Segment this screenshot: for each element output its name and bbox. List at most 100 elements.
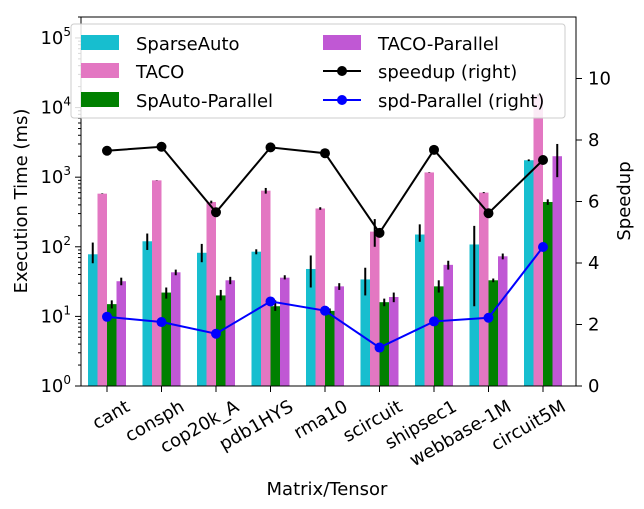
legend-swatch-taco <box>81 63 119 78</box>
bar-taco-shipsec1 <box>424 172 434 386</box>
legend-swatch-sparseauto <box>81 35 119 50</box>
bar-taco-consph <box>152 180 162 386</box>
y-tick-label: 102 <box>40 234 71 258</box>
point-spd-parallel-cop20k_A <box>211 328 221 339</box>
bar-taco-parallel-webbase-1M <box>498 256 508 386</box>
y-tick-exponent: 5 <box>63 25 71 39</box>
x-tick-label: rma10 <box>290 396 351 443</box>
bar-taco-webbase-1M <box>479 192 489 386</box>
y-tick-label: 105 <box>40 25 71 49</box>
legend-label: speedup (right) <box>378 62 517 83</box>
y2-tick-label: 4 <box>588 253 599 274</box>
bar-sparseauto-scircuit <box>360 279 370 386</box>
bar-spauto-parallel-consph <box>161 292 171 386</box>
bar-sparseauto-circuit5M <box>524 160 534 386</box>
bar-sparseauto-webbase-1M <box>469 244 479 386</box>
y2-axis-label: Speedup <box>614 161 635 240</box>
point-spd-parallel-circuit5M <box>538 242 548 253</box>
bar-spauto-parallel-pdb1HYS <box>270 306 280 386</box>
bar-spauto-parallel-circuit5M <box>543 201 553 386</box>
bar-sparseauto-shipsec1 <box>415 234 425 386</box>
point-speedup-circuit5M <box>538 154 548 165</box>
bar-taco-parallel-circuit5M <box>552 156 562 386</box>
y2-tick-label: 10 <box>588 69 611 90</box>
bar-sparseauto-pdb1HYS <box>251 251 261 386</box>
point-speedup-consph <box>156 141 167 152</box>
point-speedup-rma10 <box>320 148 330 159</box>
legend-swatch-taco-parallel <box>323 35 361 50</box>
x-axis-ticks: cantconsphcop20k_Apdb1HYSrma10scircuitsh… <box>89 386 570 471</box>
y-tick-exponent: 2 <box>63 234 71 248</box>
point-spd-parallel-rma10 <box>320 305 330 316</box>
speedup-lines-group <box>102 141 548 353</box>
y-tick-base: 10 <box>40 237 63 258</box>
y-tick-base: 10 <box>40 28 63 49</box>
point-spd-parallel-pdb1HYS <box>265 296 276 307</box>
y-tick-base: 10 <box>40 306 63 327</box>
point-spd-parallel-consph <box>156 317 167 328</box>
legend-label: spd-Parallel (right) <box>378 91 544 112</box>
x-axis-label: Matrix/Tensor <box>267 479 389 500</box>
y-tick-base: 10 <box>40 98 63 119</box>
bar-spauto-parallel-cant <box>107 304 117 386</box>
y-tick-exponent: 4 <box>63 95 71 109</box>
bar-taco-parallel-cant <box>116 281 126 386</box>
y-tick-exponent: 1 <box>63 303 71 317</box>
point-speedup-shipsec1 <box>429 144 439 155</box>
bar-spauto-parallel-shipsec1 <box>434 286 444 386</box>
bars-group <box>88 95 562 386</box>
bar-spauto-parallel-rma10 <box>325 310 335 386</box>
bar-taco-parallel-cop20k_A <box>225 280 235 386</box>
y-axis-label: Execution Time (ms) <box>11 109 32 294</box>
bar-taco-cop20k_A <box>206 201 216 386</box>
y-tick-base: 10 <box>40 376 63 397</box>
legend: SparseAuto TACO SpAuto-Parallel TACO-Parall… <box>70 23 566 119</box>
legend-label: TACO <box>135 62 184 83</box>
point-spd-parallel-cant <box>102 311 112 322</box>
bar-sparseauto-rma10 <box>306 268 316 386</box>
legend-swatch-spauto-parallel <box>81 92 119 107</box>
right-axis-ticks: 0 2 4 6 8 10 <box>576 69 611 397</box>
point-speedup-webbase-1M <box>483 208 494 219</box>
legend-frame <box>70 23 566 119</box>
y2-tick-label: 0 <box>588 376 599 397</box>
y2-tick-label: 6 <box>588 192 599 213</box>
bar-spauto-parallel-webbase-1M <box>488 280 498 386</box>
legend-swatch-marker <box>337 95 347 105</box>
point-speedup-cant <box>102 145 112 156</box>
bar-taco-parallel-consph <box>171 272 181 386</box>
bar-taco-parallel-shipsec1 <box>443 264 453 386</box>
bar-taco-rma10 <box>315 208 325 386</box>
bar-taco-scircuit <box>370 231 380 386</box>
bar-taco-cant <box>97 193 107 386</box>
bar-taco-parallel-rma10 <box>334 286 344 386</box>
point-spd-parallel-scircuit <box>374 342 385 353</box>
legend-label: SpAuto-Parallel <box>136 91 273 112</box>
y-tick-label: 100 <box>40 373 71 397</box>
point-spd-parallel-webbase-1M <box>483 312 494 323</box>
point-spd-parallel-shipsec1 <box>429 316 439 327</box>
y-tick-base: 10 <box>40 167 63 188</box>
bar-sparseauto-cop20k_A <box>197 252 207 386</box>
bar-taco-parallel-pdb1HYS <box>280 277 290 386</box>
point-speedup-cop20k_A <box>211 207 221 218</box>
bar-sparseauto-consph <box>142 241 152 386</box>
point-speedup-pdb1HYS <box>265 142 276 153</box>
bar-taco-pdb1HYS <box>261 190 271 386</box>
y-tick-label: 101 <box>40 303 71 327</box>
legend-swatch-marker <box>337 66 347 76</box>
legend-label: TACO-Parallel <box>377 34 499 55</box>
bar-sparseauto-cant <box>88 254 98 386</box>
point-speedup-scircuit <box>374 227 385 238</box>
y-tick-label: 103 <box>40 164 71 188</box>
y2-tick-label: 8 <box>588 130 599 151</box>
bar-taco-circuit5M <box>533 95 543 386</box>
y-tick-label: 104 <box>40 95 71 119</box>
bar-spauto-parallel-cop20k_A <box>216 295 226 386</box>
y2-tick-label: 2 <box>588 315 599 336</box>
y-tick-exponent: 0 <box>63 373 71 387</box>
legend-label: SparseAuto <box>136 34 240 55</box>
y-tick-exponent: 3 <box>63 164 71 178</box>
bar-spauto-parallel-scircuit <box>379 302 389 386</box>
